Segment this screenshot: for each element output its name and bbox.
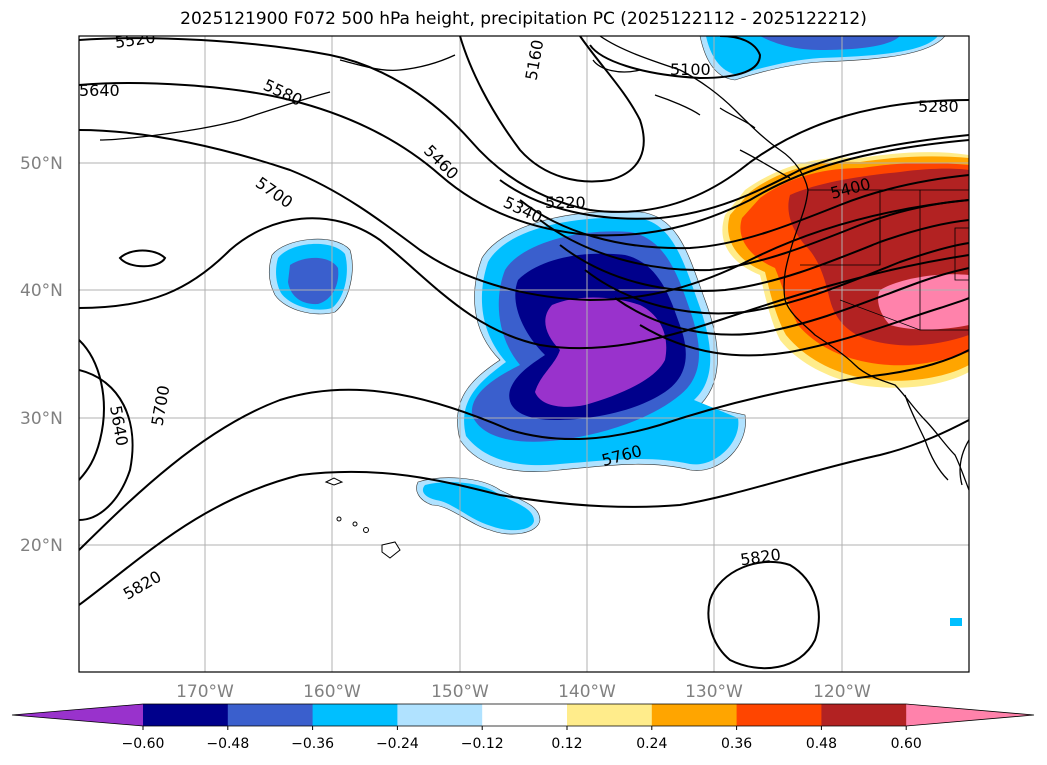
colorbar-tick-label: −0.48 xyxy=(206,736,249,752)
colorbar-tick-label: −0.12 xyxy=(461,736,504,752)
contour-label: 5100 xyxy=(670,60,711,79)
latitude-labels: 50°N 40°N 30°N 20°N xyxy=(20,154,63,556)
longitude-labels: 170°W 160°W 150°W 140°W 130°W 120°W xyxy=(176,682,871,702)
colorbar: −0.60 −0.48 −0.36 −0.24 −0.12 0.12 0.24 0.36 0.4… xyxy=(11,703,1035,752)
map-frame xyxy=(78,35,970,673)
colorbar-bin xyxy=(143,704,229,726)
colorbar-tick-label: 0.48 xyxy=(806,736,837,752)
lon-label: 170°W xyxy=(176,682,234,702)
lat-label: 50°N xyxy=(20,154,63,174)
colorbar-tick-label: 0.12 xyxy=(551,736,582,752)
colorbar-extend-high xyxy=(906,704,1034,726)
contour-label: 5280 xyxy=(918,97,959,116)
lon-label: 140°W xyxy=(558,682,616,702)
colorbar-bin xyxy=(482,704,568,726)
colorbar-bin xyxy=(397,704,483,726)
hawaii-islands xyxy=(324,477,401,559)
lat-label: 20°N xyxy=(20,536,63,556)
lon-label: 150°W xyxy=(431,682,489,702)
lon-label: 160°W xyxy=(303,682,361,702)
colorbar-tick-label: 0.60 xyxy=(891,736,922,752)
colorbar-bin xyxy=(227,704,314,726)
map-title: 2025121900 F072 500 hPa height, precipit… xyxy=(180,9,867,29)
colorbar-tick-label: −0.24 xyxy=(376,736,419,752)
negative-precip-region xyxy=(269,36,962,626)
colorbar-bin xyxy=(821,704,907,726)
colorbar-tick-label: 0.24 xyxy=(636,736,667,752)
lon-label: 130°W xyxy=(685,682,743,702)
colorbar-bin xyxy=(567,704,653,726)
lon-label: 120°W xyxy=(813,682,871,702)
colorbar-bin xyxy=(736,704,822,726)
colorbar-tick-label: 0.36 xyxy=(721,736,752,752)
colorbar-extend-low xyxy=(12,704,143,726)
coastlines xyxy=(99,36,969,491)
colorbar-bin xyxy=(651,704,738,726)
contour-label: 5220 xyxy=(545,193,586,212)
state-borders xyxy=(800,189,969,331)
colorbar-tick-label: −0.60 xyxy=(122,736,165,752)
height-contours xyxy=(79,36,969,670)
map-plot-area: 5220 5160 5100 5280 5400 5460 5520 5580 … xyxy=(79,36,969,672)
lat-label: 40°N xyxy=(20,281,63,301)
colorbar-bin xyxy=(312,704,398,726)
lat-label: 30°N xyxy=(20,409,63,429)
positive-precip-region xyxy=(722,152,969,388)
colorbar-tick-label: −0.36 xyxy=(291,736,334,752)
contour-label: 5640 xyxy=(79,81,120,100)
